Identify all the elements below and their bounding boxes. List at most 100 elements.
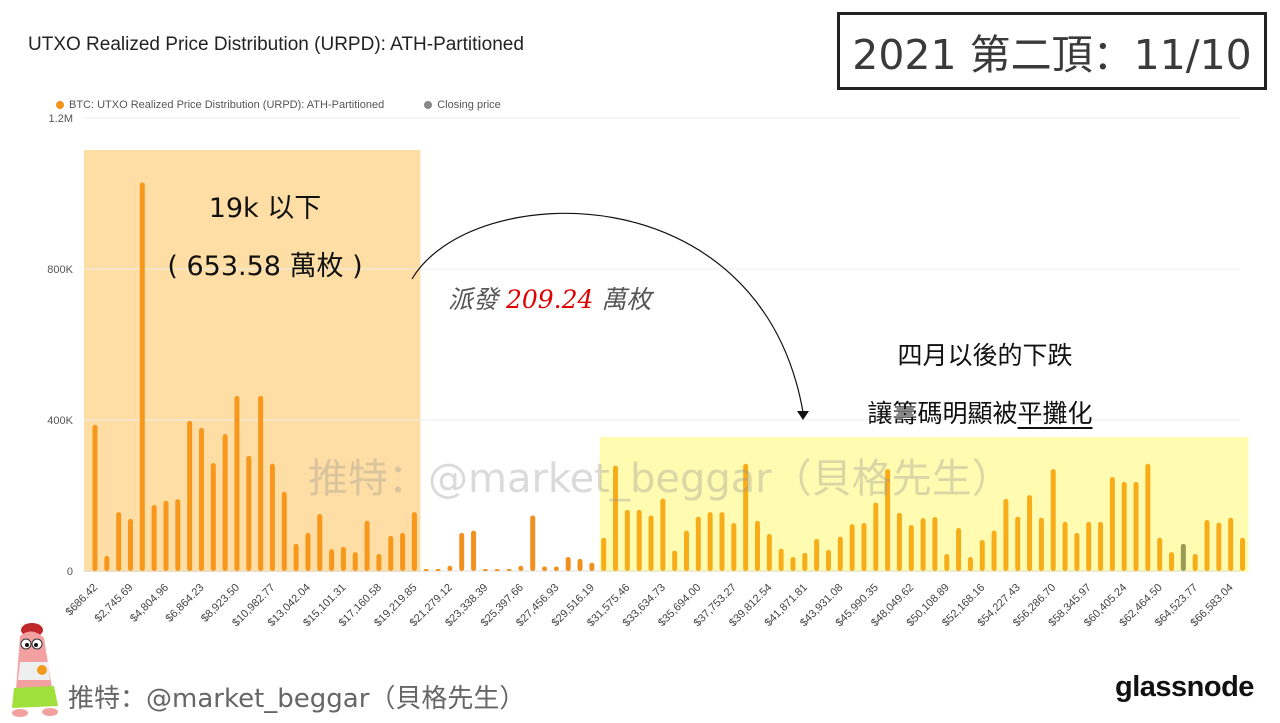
closing-price-bar [1180, 543, 1186, 571]
bar [1216, 522, 1222, 571]
bar [861, 523, 867, 571]
chart-title: UTXO Realized Price Distribution (URPD):… [28, 34, 524, 55]
bar [979, 540, 985, 571]
arrow-head-icon [797, 411, 809, 420]
twitter-handle: 推特：@market_beggar（貝格先生） [68, 684, 526, 714]
bar [104, 555, 110, 571]
bar [1204, 520, 1210, 571]
bar [778, 548, 784, 571]
legend-item-closing-price[interactable]: Closing price [424, 99, 501, 111]
bar [1228, 517, 1234, 571]
bar [624, 509, 630, 571]
legend-dot-gray-icon [424, 101, 433, 109]
y-tick-label: 800K [47, 264, 73, 276]
distributed-annotation: 派發 209.24 萬枚 [448, 280, 651, 316]
bar [695, 516, 701, 571]
bar [281, 491, 287, 571]
bar [163, 500, 169, 571]
bar [471, 530, 477, 571]
bar [542, 566, 548, 571]
y-tick-label: 0 [67, 566, 73, 578]
left-region-amount: ( 653.58 萬枚 ) [167, 251, 363, 282]
bar [459, 532, 465, 571]
bar [837, 536, 843, 571]
bar [518, 565, 524, 571]
bar [565, 557, 571, 571]
bar [1169, 552, 1175, 571]
bar [388, 535, 394, 571]
bar [340, 546, 346, 571]
bar [1121, 481, 1127, 571]
legend: BTC: UTXO Realized Price Distribution (U… [56, 99, 501, 111]
bar [873, 502, 879, 571]
bar [932, 517, 938, 571]
legend-dot-orange-icon [56, 101, 64, 109]
bar [1240, 537, 1246, 571]
bar [494, 569, 500, 571]
right-annotation-line1: 四月以後的下跌 [897, 341, 1073, 370]
bar [1133, 481, 1139, 571]
bar [1038, 517, 1044, 571]
bar [269, 463, 275, 571]
bar [1062, 521, 1068, 571]
y-tick-label: 400K [47, 415, 73, 427]
bar [814, 538, 820, 571]
bar [210, 463, 216, 571]
bar [908, 524, 914, 571]
bar [1098, 521, 1104, 571]
bar [589, 562, 595, 571]
bar [754, 520, 760, 571]
bar [636, 509, 642, 571]
watermark: 推特：@market_beggar（貝格先生） [308, 456, 1012, 502]
bar [258, 395, 264, 571]
bar [293, 543, 299, 571]
bar [423, 569, 429, 571]
bar [790, 557, 796, 571]
bar [1074, 532, 1080, 571]
bar [885, 469, 891, 571]
bar [187, 420, 193, 571]
y-tick-label: 1.2M [49, 113, 73, 125]
bar [684, 530, 689, 571]
bar [1109, 477, 1115, 571]
bar [447, 565, 453, 571]
bar [127, 518, 133, 571]
bar [317, 513, 323, 571]
bar [1003, 498, 1009, 571]
bar [506, 569, 512, 571]
bar [411, 512, 417, 571]
bar [530, 515, 536, 571]
bar [672, 550, 678, 571]
bar [435, 569, 441, 571]
legend-label: Closing price [437, 99, 501, 111]
bar [482, 569, 488, 571]
bar [92, 424, 98, 571]
bar [944, 554, 950, 571]
bar [175, 499, 181, 571]
bar [613, 465, 619, 571]
distributed-prefix: 派發 [448, 285, 499, 314]
bar [849, 524, 855, 571]
bar [553, 566, 559, 571]
bar [1192, 554, 1198, 571]
bar [352, 552, 358, 571]
bar [825, 549, 831, 571]
bar [400, 532, 406, 571]
patrick-avatar-icon [12, 623, 58, 717]
left-region-label: 19k 以下 [208, 193, 322, 224]
bar [802, 552, 808, 571]
date-box: 2021 第二頂：11/10 [837, 12, 1267, 90]
bar [743, 463, 749, 571]
bar [896, 512, 902, 571]
bar [660, 498, 666, 571]
right-annotation-underlined: 平攤化 [1017, 399, 1093, 428]
avatar [6, 618, 68, 718]
bar [601, 537, 607, 571]
legend-item-urpd[interactable]: BTC: UTXO Realized Price Distribution (U… [56, 99, 384, 111]
bar [139, 182, 145, 572]
bar [991, 530, 997, 571]
bar [766, 534, 772, 571]
bar [222, 433, 228, 571]
bar [707, 512, 713, 571]
bar [329, 549, 335, 571]
